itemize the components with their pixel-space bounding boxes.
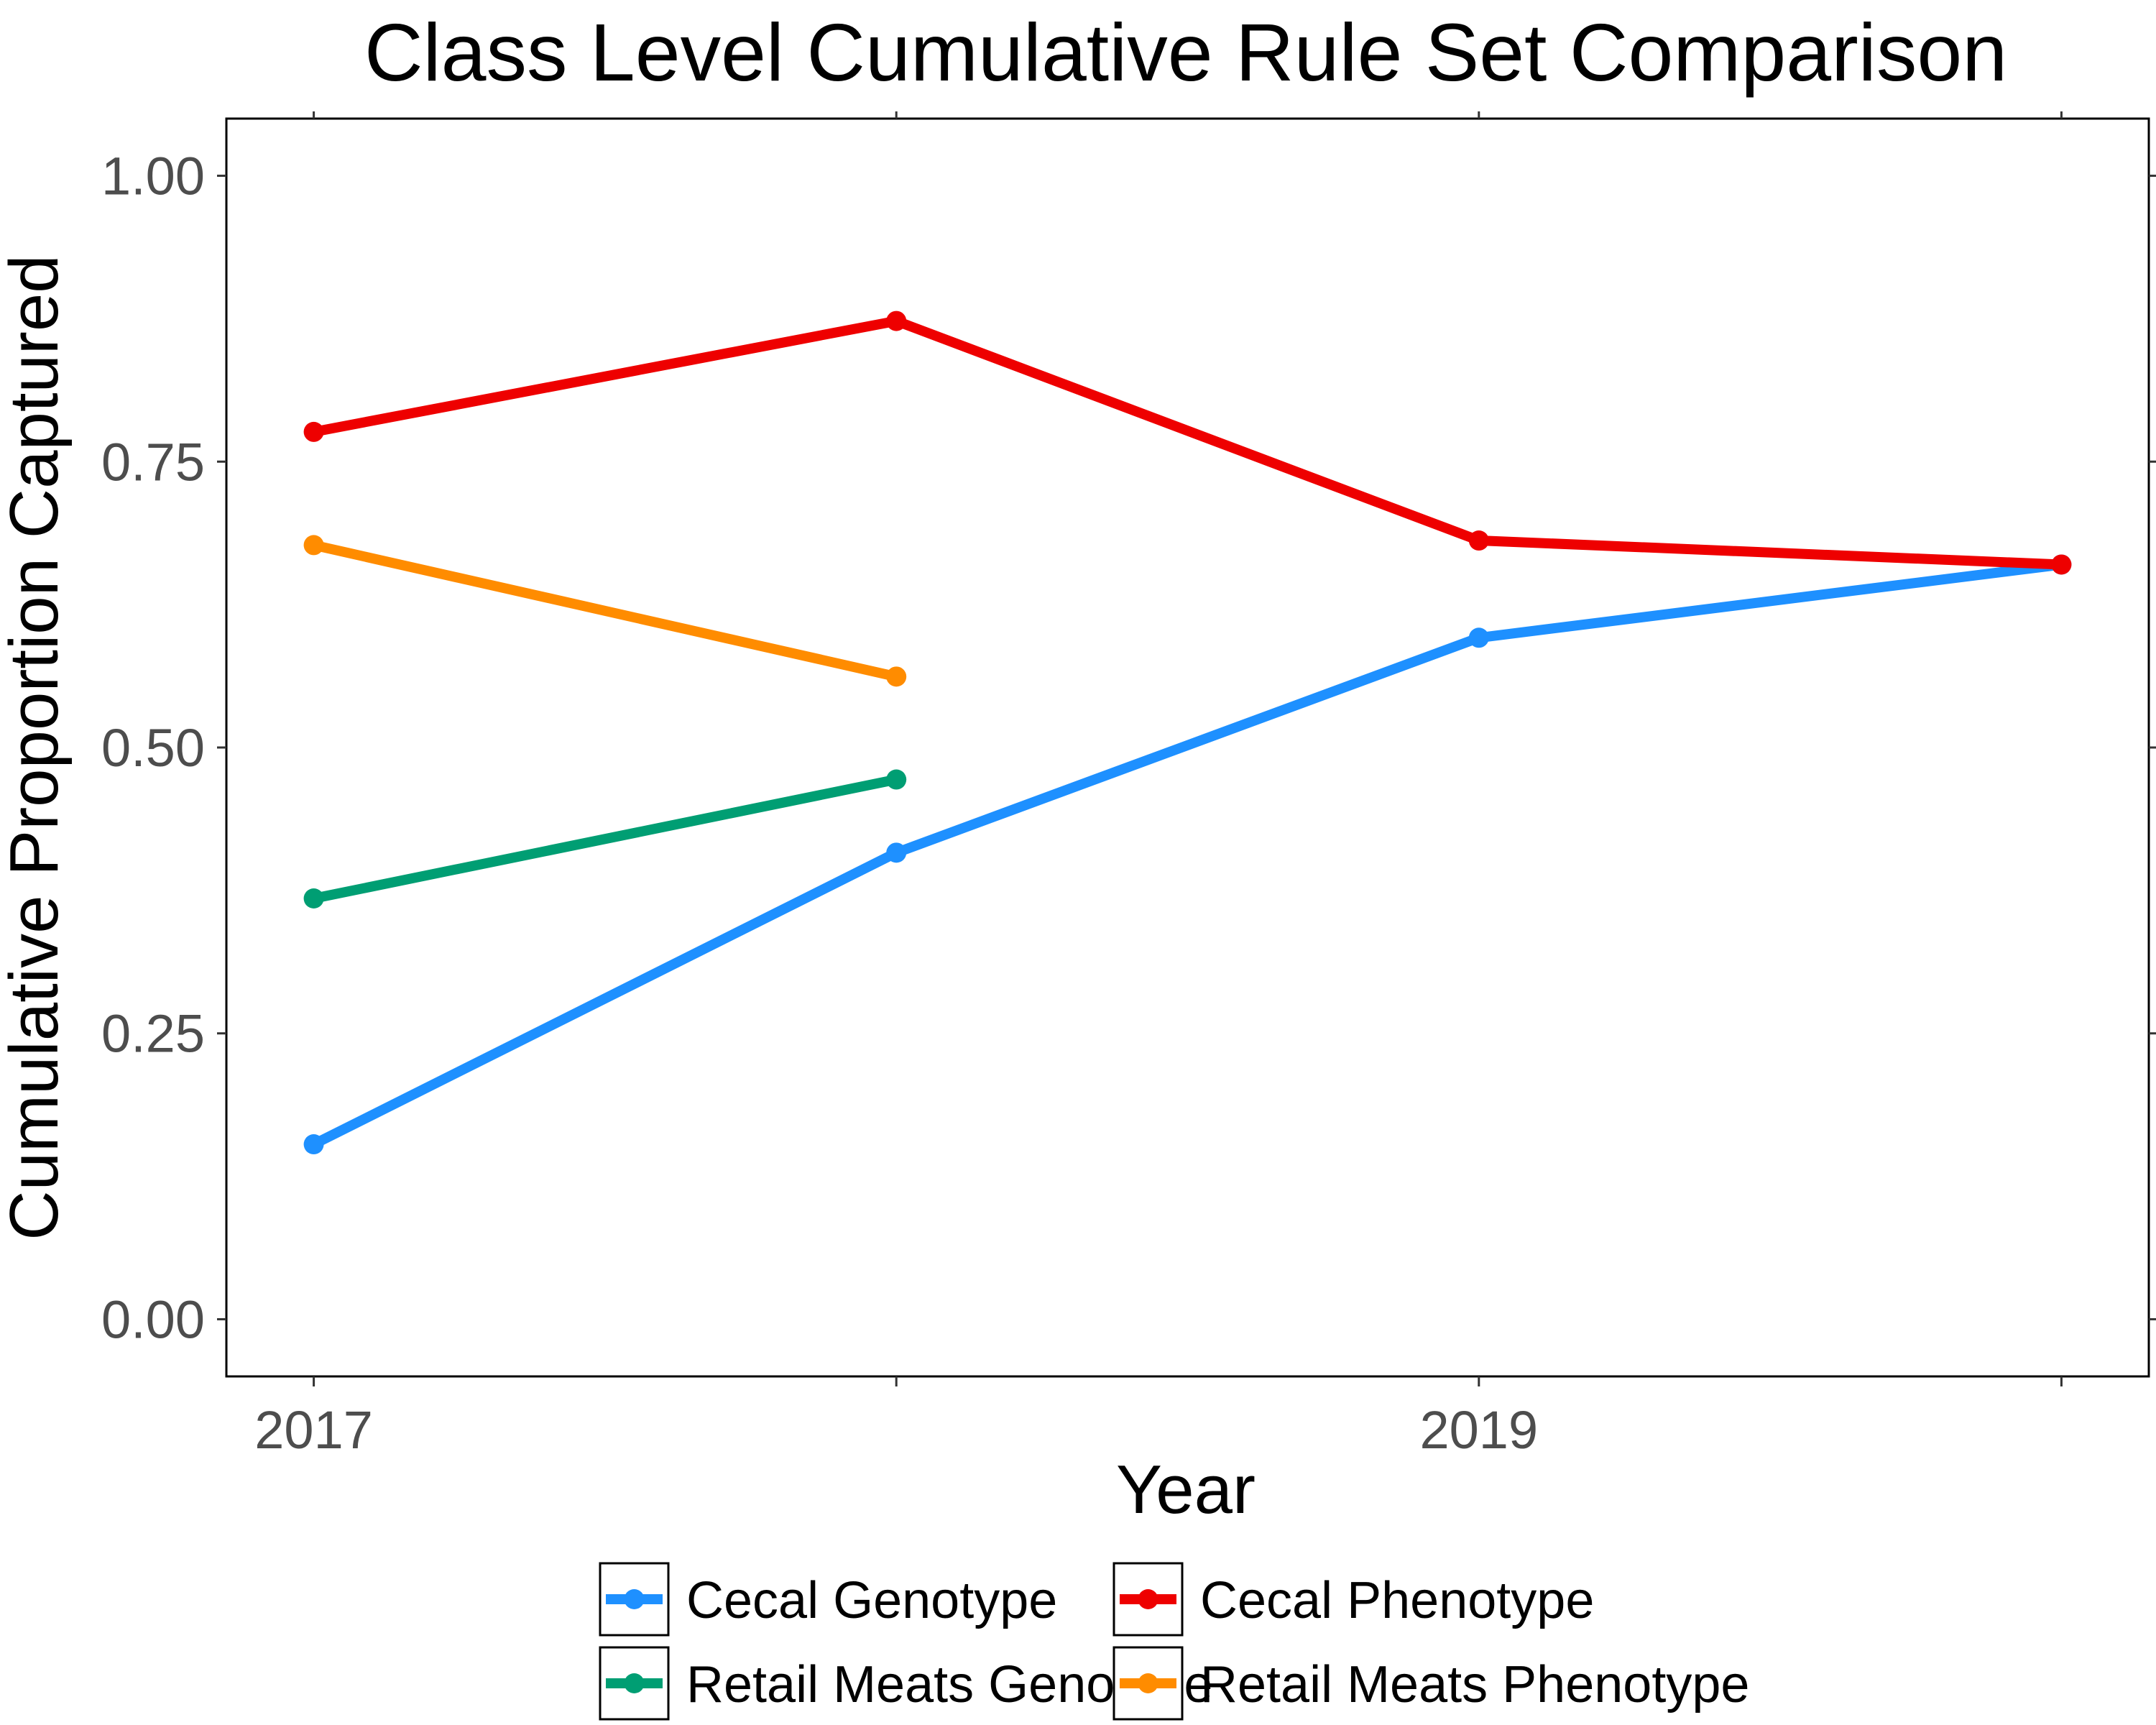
legend-label: Cecal Phenotype [1200, 1572, 1594, 1629]
y-tick-label: 0.75 [101, 432, 205, 492]
y-tick-label: 1.00 [101, 147, 205, 206]
data-point-retail-meats-genotype [886, 769, 907, 790]
legend-key-point [1138, 1673, 1158, 1693]
data-point-retail-meats-phenotype [303, 535, 324, 556]
legend-key-point [624, 1589, 645, 1609]
legend-label: Retail Meats Phenotype [1200, 1656, 1749, 1714]
data-point-cecal-phenotype [886, 310, 907, 331]
y-tick-label: 0.50 [101, 718, 205, 778]
x-axis-title: Year [1116, 1451, 1256, 1528]
data-point-cecal-genotype [886, 842, 907, 863]
y-tick-label: 0.00 [101, 1289, 205, 1349]
data-point-retail-meats-genotype [303, 888, 324, 908]
series-line-cecal-phenotype [313, 316, 2062, 570]
legend-item-cecal-phenotype: Cecal Phenotype [1112, 1562, 1594, 1637]
legend-key-point [624, 1673, 645, 1693]
legend-key-point [1138, 1589, 1158, 1609]
x-tick-label: 2017 [254, 1400, 373, 1460]
y-tick-label: 0.25 [101, 1004, 205, 1064]
data-point-cecal-phenotype [2051, 554, 2072, 575]
legend-item-cecal-genotype: Cecal Genotype [599, 1562, 1057, 1637]
plot-area: 0.00 0.25 0.50 0.75 1.00 2017 2019 [101, 111, 2156, 1460]
data-point-cecal-phenotype [303, 421, 324, 442]
data-point-cecal-phenotype [1468, 530, 1489, 551]
y-axis-title: Cumulative Proportion Captured [0, 254, 73, 1240]
chart-title: Class Level Cumulative Rule Set Comparis… [364, 7, 2007, 98]
data-point-cecal-genotype [303, 1134, 324, 1155]
series-line-retail-meats-genotype [313, 774, 898, 903]
data-point-retail-meats-phenotype [886, 666, 907, 687]
legend-label: Cecal Genotype [686, 1572, 1057, 1629]
series-line-retail-meats-phenotype [313, 540, 898, 682]
x-tick-label: 2019 [1419, 1400, 1538, 1460]
series-line-cecal-genotype [311, 559, 2063, 1149]
legend-item-retail-meats-phenotype: Retail Meats Phenotype [1112, 1646, 1749, 1721]
data-point-cecal-genotype [1468, 627, 1489, 648]
